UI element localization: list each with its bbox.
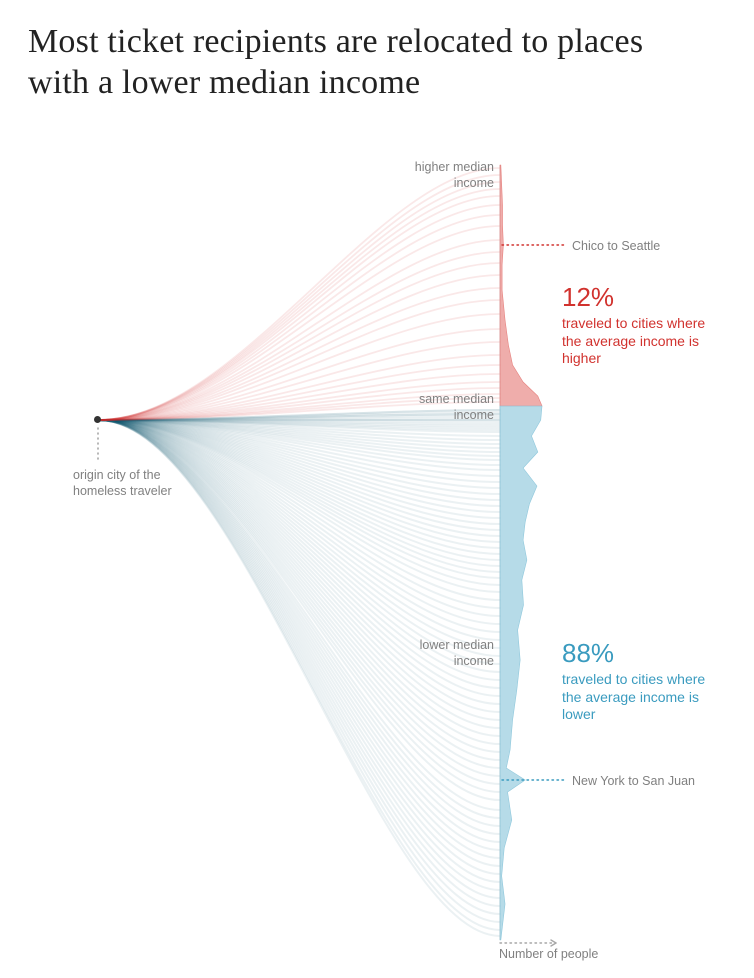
origin-label: origin city of the homeless traveler bbox=[73, 468, 193, 499]
same-median-label: same median income bbox=[402, 392, 494, 423]
chico-callout: Chico to Seattle bbox=[572, 239, 660, 255]
stat-lower: 88% traveled to cities where the average… bbox=[562, 638, 722, 724]
flows-higher bbox=[98, 168, 500, 420]
stat-higher-desc: traveled to cities where the average inc… bbox=[562, 315, 722, 368]
xaxis-label: Number of people bbox=[499, 947, 598, 963]
stat-lower-pct: 88% bbox=[562, 638, 722, 669]
lower-median-label: lower median income bbox=[402, 638, 494, 669]
sanjuan-callout: New York to San Juan bbox=[572, 774, 702, 790]
hist-area-lower bbox=[500, 406, 542, 940]
chart-title: Most ticket recipients are relocated to … bbox=[28, 22, 694, 104]
stat-higher-pct: 12% bbox=[562, 282, 722, 313]
higher-median-label: higher median income bbox=[402, 160, 494, 191]
origin-dot bbox=[94, 416, 101, 423]
stat-lower-desc: traveled to cities where the average inc… bbox=[562, 671, 722, 724]
stat-higher: 12% traveled to cities where the average… bbox=[562, 282, 722, 368]
hist-area-higher bbox=[500, 165, 542, 406]
